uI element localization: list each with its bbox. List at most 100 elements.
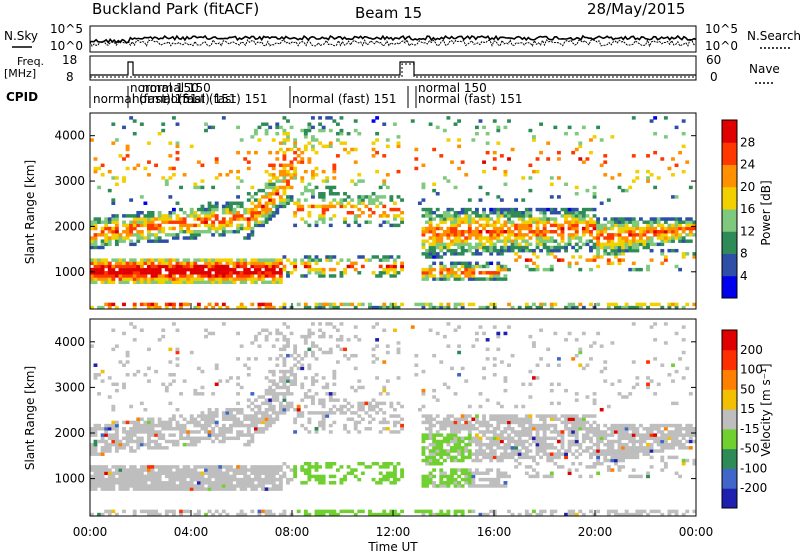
velocity-cell bbox=[318, 512, 322, 517]
power-cell bbox=[221, 267, 226, 272]
velocity-cell bbox=[278, 404, 283, 409]
power-cell bbox=[154, 305, 159, 310]
power-cell bbox=[154, 271, 159, 275]
power-cell bbox=[638, 226, 643, 231]
power-cell bbox=[125, 147, 130, 152]
velocity-cell bbox=[499, 404, 504, 409]
power-cell bbox=[371, 192, 376, 196]
velocity-cell bbox=[246, 414, 251, 418]
power-cell bbox=[614, 252, 618, 256]
power-cell bbox=[660, 217, 665, 221]
power-cell bbox=[229, 271, 233, 275]
power-cell bbox=[286, 179, 290, 183]
power-cell bbox=[350, 264, 355, 269]
velocity-cell bbox=[571, 512, 576, 517]
power-cell bbox=[346, 195, 351, 199]
velocity-cell bbox=[200, 369, 205, 374]
power-cell bbox=[253, 277, 258, 281]
velocity-cell bbox=[100, 474, 105, 479]
power-cell bbox=[375, 138, 380, 142]
power-cell bbox=[360, 302, 365, 307]
power-cell bbox=[314, 220, 319, 224]
velocity-cell bbox=[150, 477, 155, 482]
power-cell bbox=[646, 169, 650, 174]
power-cell bbox=[243, 271, 248, 275]
power-cell bbox=[385, 220, 390, 224]
velocity-cell bbox=[189, 477, 194, 482]
power-cell bbox=[467, 233, 472, 237]
velocity-cell bbox=[278, 474, 283, 479]
power-cell bbox=[578, 236, 583, 240]
velocity-cell bbox=[499, 452, 504, 456]
power-cell bbox=[589, 207, 593, 212]
velocity-cell bbox=[264, 328, 269, 333]
velocity-cell bbox=[154, 471, 159, 475]
velocity-cell bbox=[207, 414, 212, 418]
velocity-cell bbox=[603, 449, 608, 453]
velocity-cell bbox=[521, 433, 526, 437]
velocity-cell bbox=[243, 417, 248, 421]
velocity-cell bbox=[257, 395, 262, 399]
power-cell bbox=[396, 207, 401, 212]
velocity-cell bbox=[492, 417, 497, 421]
velocity-cell bbox=[474, 414, 479, 418]
power-cell bbox=[147, 261, 151, 266]
power-cell bbox=[653, 302, 658, 307]
power-cell bbox=[567, 261, 572, 266]
velocity-cell bbox=[236, 433, 241, 437]
power-cell bbox=[311, 144, 315, 149]
velocity-cell bbox=[307, 474, 312, 479]
velocity-cell bbox=[189, 420, 194, 425]
power-cell bbox=[517, 229, 522, 234]
velocity-cell bbox=[556, 455, 561, 460]
velocity-cell bbox=[107, 477, 112, 482]
power-cell bbox=[214, 157, 219, 161]
velocity-cell bbox=[311, 350, 315, 355]
velocity-cell bbox=[599, 407, 604, 412]
velocity-cell bbox=[446, 484, 451, 488]
power-cell bbox=[642, 245, 647, 250]
velocity-cell bbox=[214, 423, 219, 428]
power-cell bbox=[681, 255, 686, 259]
power-cell bbox=[111, 302, 116, 307]
power-cell bbox=[261, 274, 265, 278]
power-cell bbox=[535, 264, 540, 269]
velocity-cell bbox=[139, 436, 144, 441]
velocity-cell bbox=[546, 347, 551, 352]
power-cell bbox=[653, 220, 658, 224]
velocity-cell bbox=[581, 331, 586, 336]
velocity-cell bbox=[239, 423, 244, 428]
velocity-cell bbox=[111, 509, 116, 514]
velocity-cell bbox=[268, 357, 273, 361]
velocity-cell bbox=[532, 344, 536, 348]
power-cell bbox=[439, 271, 444, 275]
velocity-cell bbox=[482, 423, 486, 428]
velocity-cell bbox=[154, 509, 159, 514]
power-cell bbox=[225, 258, 230, 262]
power-cell bbox=[132, 271, 137, 275]
velocity-cell bbox=[307, 395, 312, 399]
velocity-cell bbox=[147, 509, 151, 514]
power-cell bbox=[460, 252, 465, 256]
velocity-cell bbox=[517, 417, 522, 421]
power-cell bbox=[196, 264, 201, 269]
velocity-cell bbox=[507, 420, 511, 425]
velocity-cell bbox=[100, 471, 105, 475]
velocity-cell bbox=[499, 430, 504, 434]
power-cell bbox=[442, 211, 447, 215]
power-cell bbox=[560, 223, 565, 228]
power-cell bbox=[517, 236, 522, 240]
velocity-cell bbox=[621, 433, 625, 437]
power-cell bbox=[168, 264, 173, 269]
velocity-cell bbox=[193, 439, 198, 444]
velocity-cell bbox=[179, 433, 183, 437]
velocity-cell bbox=[250, 477, 255, 482]
velocity-cell bbox=[328, 398, 333, 402]
velocity-cell bbox=[350, 509, 355, 514]
velocity-cell bbox=[239, 407, 244, 412]
velocity-cell bbox=[603, 430, 608, 434]
power-cell bbox=[100, 226, 105, 231]
power-cell bbox=[539, 242, 544, 247]
power-cell bbox=[243, 274, 248, 278]
